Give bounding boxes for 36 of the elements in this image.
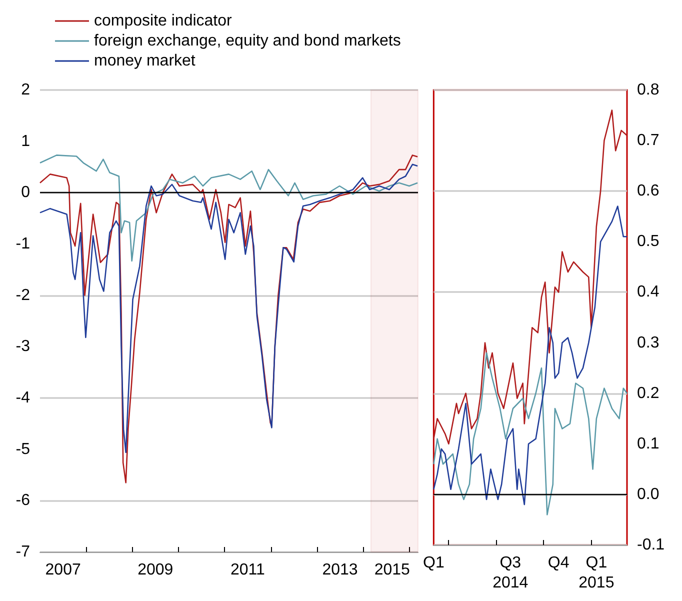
y2-tick-label: 0.8	[637, 82, 660, 98]
y-tick-label: -4	[16, 390, 30, 406]
y-tick-label: -6	[16, 492, 30, 510]
y-tick-label: 2	[21, 82, 30, 98]
y2-tick-label: 0.1	[637, 435, 660, 452]
y2-tick-label: 0.4	[637, 284, 660, 301]
x-tick-label: 2015	[374, 562, 410, 578]
y-tick-label: -7	[16, 544, 30, 560]
y-tick-label: -2	[16, 286, 30, 304]
legend-label: foreign exchange, equity and bond markets	[94, 32, 401, 50]
x-tick-label: 2011	[230, 562, 265, 578]
y-tick-label: 0	[21, 184, 30, 202]
y2-tick-label: 0.3	[637, 334, 660, 352]
y-tick-label: -1	[16, 236, 30, 252]
y2-tick-label: 0.0	[637, 486, 660, 503]
x-tick-label: Q3 2014	[492, 554, 528, 592]
y-tick-label: -5	[16, 440, 30, 458]
legend-label: money market	[94, 52, 196, 70]
y-tick-label: 1	[21, 132, 30, 150]
x-tick-label: 2007	[45, 562, 81, 578]
y2-tick-label: 0.2	[637, 384, 660, 402]
x-tick-label: 2013	[322, 562, 358, 578]
x-tick-label: Q4	[548, 554, 570, 572]
x-tick-label: 2009	[138, 562, 174, 578]
y2-tick-label: 0.7	[637, 132, 660, 150]
y2-tick-label: 0.6	[637, 182, 660, 200]
y-tick-label: -3	[16, 338, 30, 356]
line-series	[433, 206, 628, 506]
x-tick-label: Q1	[423, 554, 444, 572]
x-tick-label: Q1 2015	[578, 554, 614, 592]
legend-label: composite indicator	[94, 12, 233, 30]
y2-tick-label: -0.1	[637, 536, 665, 554]
line-series	[433, 352, 628, 516]
y2-tick-label: 0.5	[637, 233, 660, 250]
line-series	[39, 154, 418, 262]
line-series	[433, 110, 628, 445]
